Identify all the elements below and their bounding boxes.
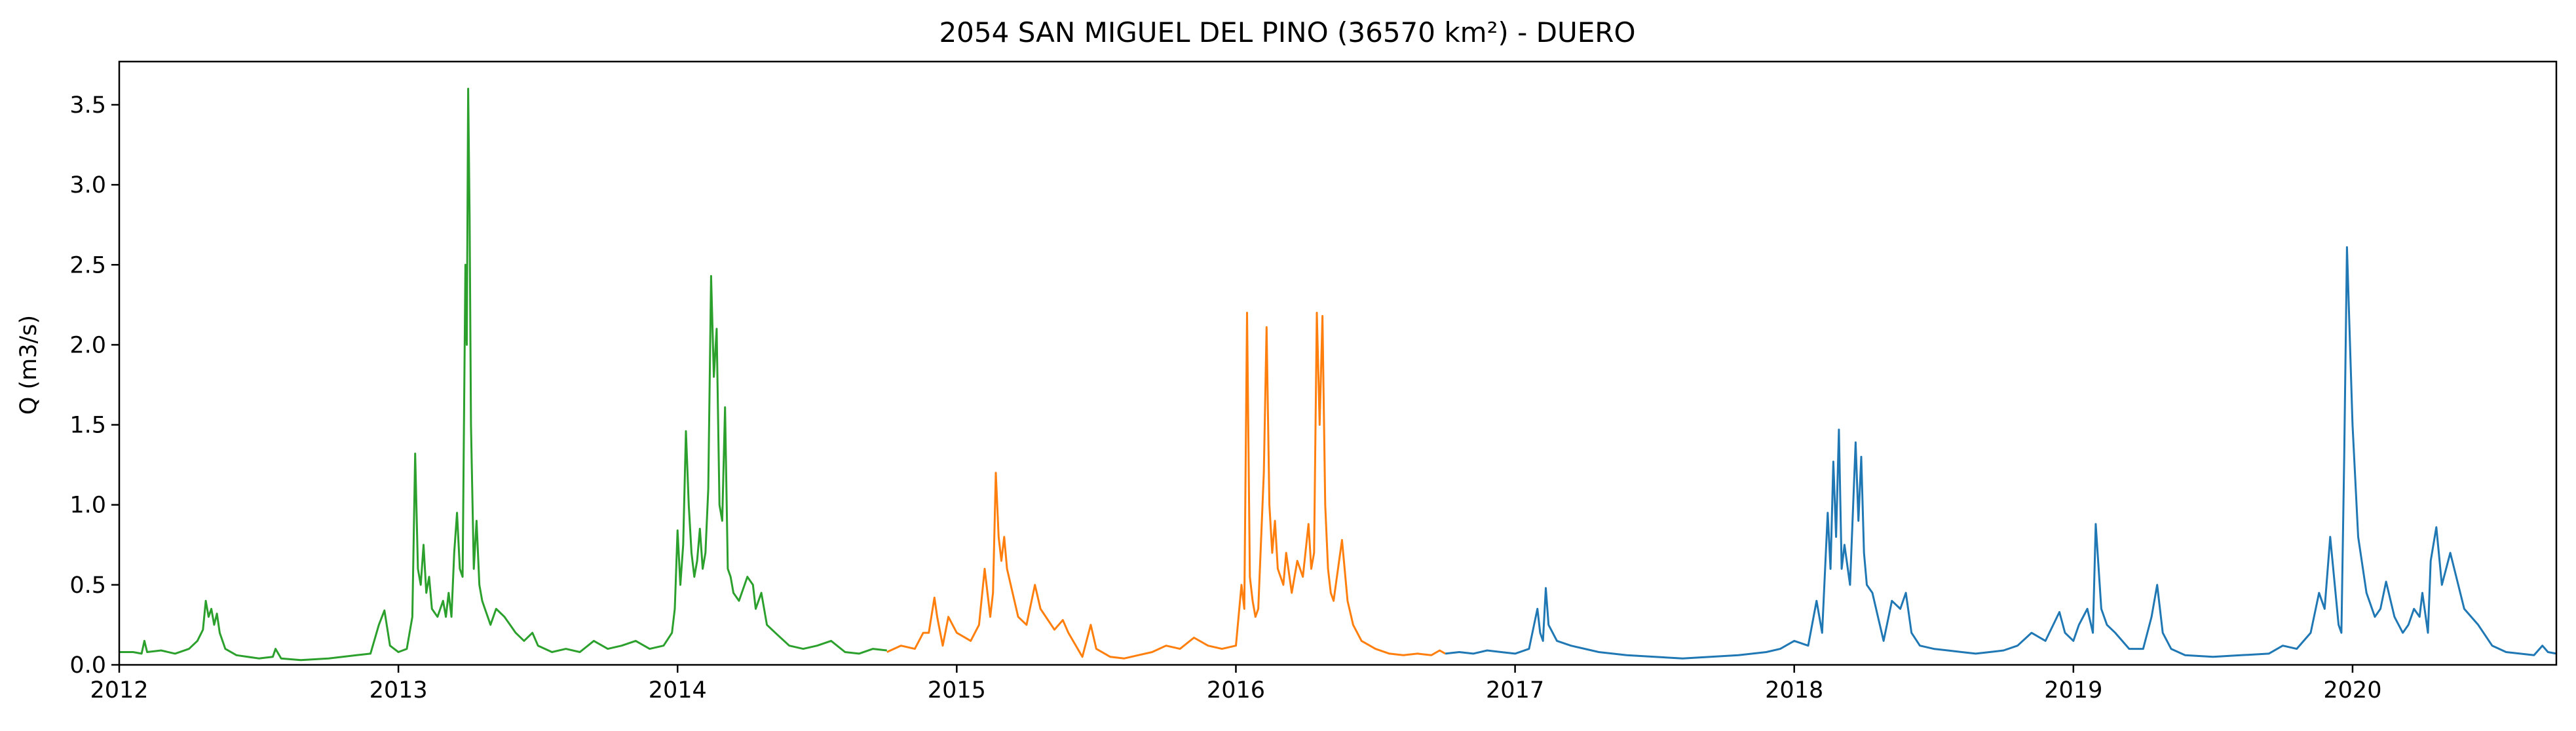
x-tick-label: 2012 [90,677,148,703]
x-tick-label: 2013 [369,677,428,703]
y-tick-label: 2.5 [69,252,106,278]
x-tick-label: 2018 [1765,677,1823,703]
series-line-2 [887,313,1445,659]
x-tick-label: 2020 [2323,677,2381,703]
y-axis-ticks: 0.0 0.5 1.0 1.5 2.0 2.5 3.0 3.5 [69,92,119,679]
x-tick-label: 2019 [2044,677,2102,703]
y-axis-label: Q (m3/s) [16,315,42,415]
series-layer [119,89,2556,660]
y-tick-label: 3.0 [69,172,106,198]
y-tick-label: 1.5 [69,413,106,439]
x-tick-label: 2016 [1207,677,1265,703]
series-line-1 [119,89,887,660]
y-tick-label: 1.0 [69,493,106,519]
x-tick-label: 2017 [1486,677,1544,703]
x-tick-label: 2014 [649,677,707,703]
y-tick-label: 2.0 [69,332,106,358]
x-tick-label: 2015 [928,677,986,703]
x-axis-ticks: 2012 2013 2014 2015 2016 2017 2018 2019 2020 [90,665,2381,703]
y-tick-label: 3.5 [69,92,106,119]
chart-title: 2054 SAN MIGUEL DEL PINO (36570 km²) - D… [939,16,1635,48]
y-tick-label: 0.5 [69,572,106,599]
y-tick-label: 0.0 [69,652,106,679]
series-line-3 [1445,247,2556,658]
